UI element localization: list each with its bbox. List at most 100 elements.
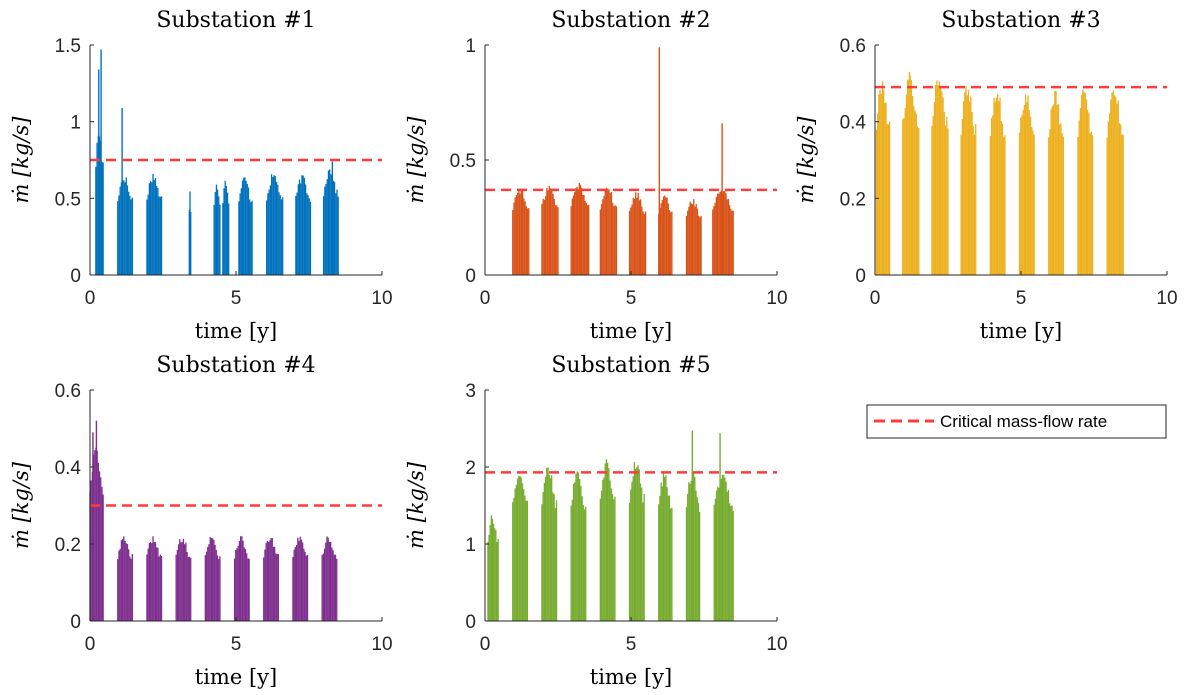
x-tick-label: 0: [480, 634, 491, 655]
y-axis-label: ṁ [kg/s]: [9, 116, 33, 204]
y-tick-label: 0.5: [55, 189, 81, 210]
subplot-title: Substation #5: [551, 353, 710, 378]
season-bar-group: [188, 191, 192, 275]
season-bar-group: [233, 536, 250, 621]
y-tick-label: 0: [465, 266, 476, 287]
season-bar-group: [175, 538, 192, 621]
y-axis-label: ṁ [kg/s]: [404, 461, 428, 549]
x-tick-label: 10: [766, 288, 787, 309]
y-tick-label: 0.4: [840, 113, 867, 134]
season-bar-group: [931, 80, 949, 275]
y-tick-label: 1: [465, 535, 476, 556]
x-tick-label: 5: [626, 288, 637, 309]
season-bar-group: [263, 537, 279, 621]
season-bar-group: [570, 183, 590, 275]
season-bar-group: [902, 75, 920, 275]
subplot-title: Substation #4: [156, 353, 315, 378]
season-bar-group: [238, 177, 253, 275]
season-bar-group: [117, 536, 133, 621]
season-bar-group: [875, 81, 891, 275]
season-bar-group: [292, 536, 309, 621]
y-tick-label: 1.5: [55, 36, 81, 57]
x-axis-label: time [y]: [195, 665, 277, 689]
season-bar-group: [713, 474, 734, 621]
y-tick-label: 1: [465, 36, 476, 57]
subplot-title: Substation #1: [156, 8, 315, 33]
y-axis-label: ṁ [kg/s]: [404, 116, 428, 204]
y-tick-label: 0.6: [840, 36, 866, 57]
y-tick-label: 0.2: [840, 189, 866, 210]
x-axis-label: time [y]: [980, 319, 1062, 343]
x-tick-label: 5: [626, 634, 637, 655]
season-bar-group: [487, 515, 499, 621]
x-axis-label: time [y]: [590, 319, 672, 343]
subplot-title: Substation #3: [941, 8, 1100, 33]
season-bar-group: [628, 462, 645, 621]
season-bar-group: [295, 175, 312, 275]
season-bar-group: [321, 536, 338, 621]
x-axis-label: time [y]: [590, 665, 672, 689]
legend: Critical mass-flow rate: [866, 404, 1167, 439]
y-tick-label: 0.6: [55, 381, 81, 402]
season-bar-group: [570, 471, 587, 621]
x-tick-label: 0: [480, 288, 491, 309]
x-tick-label: 0: [85, 634, 96, 655]
y-tick-label: 0: [465, 612, 476, 633]
season-bar-group: [204, 537, 221, 621]
y-tick-label: 0: [70, 612, 81, 633]
y-tick-label: 0: [70, 266, 81, 287]
x-tick-label: 5: [1016, 288, 1027, 309]
y-tick-label: 3: [465, 381, 476, 402]
x-tick-label: 10: [1156, 288, 1177, 309]
y-tick-label: 0: [855, 266, 866, 287]
season-bar-group: [1048, 91, 1064, 275]
x-axis-label: time [y]: [195, 319, 277, 343]
season-bar-group: [222, 180, 230, 275]
season-bar-group: [117, 177, 133, 275]
season-bar-group: [1077, 89, 1094, 275]
season-bar-group: [146, 536, 163, 621]
season-bar-group: [960, 85, 977, 275]
x-tick-label: 10: [766, 634, 787, 655]
y-axis-label: ṁ [kg/s]: [794, 116, 818, 204]
x-tick-label: 10: [371, 288, 392, 309]
subplot-5: Substation #5 0 1 2 3 0 5 10 time [y] ṁ [kg/s]: [404, 353, 788, 689]
season-bar-group: [599, 187, 618, 275]
y-axis-label: ṁ [kg/s]: [9, 461, 33, 549]
season-bar-group: [685, 199, 702, 275]
season-bar-group: [512, 475, 528, 621]
season-bar-group: [322, 169, 339, 275]
season-bar-group: [95, 135, 104, 275]
x-tick-label: 10: [371, 634, 392, 655]
x-tick-label: 0: [870, 288, 881, 309]
season-bar-group: [541, 467, 558, 621]
y-tick-label: 0.4: [55, 458, 82, 479]
season-bar-group: [1018, 94, 1035, 275]
y-tick-label: 0.5: [450, 151, 476, 172]
subplot-1: Substation #1 0 0.5 1 1.5 0 5 10 time [y] ṁ [kg/s…: [9, 8, 393, 343]
season-bar-group: [213, 184, 221, 275]
season-bar-group: [989, 93, 1006, 275]
x-tick-label: 5: [231, 634, 242, 655]
season-bar-group: [628, 192, 647, 275]
season-bar-group: [146, 173, 163, 275]
x-tick-label: 0: [85, 288, 96, 309]
y-tick-label: 2: [465, 458, 476, 479]
legend-label-critical-rate: Critical mass-flow rate: [940, 412, 1107, 431]
y-tick-label: 1: [70, 113, 81, 134]
season-bar-group: [512, 189, 530, 275]
season-bar-group: [658, 473, 673, 621]
season-bar-group: [599, 459, 616, 621]
season-bar-group: [685, 472, 701, 621]
y-tick-label: 0.2: [55, 535, 81, 556]
season-bar-group: [1106, 90, 1124, 275]
subplot-title: Substation #2: [551, 8, 710, 33]
season-bar-group: [266, 174, 284, 275]
subplot-3: Substation #3 0 0.2 0.4 0.6 0 5 10 time [y] ṁ [kg…: [794, 8, 1178, 343]
season-bar-group: [658, 195, 673, 275]
subplot-4: Substation #4 0 0.2 0.4 0.6 0 5 10 time [y] ṁ [kg…: [9, 353, 393, 689]
x-tick-label: 5: [231, 288, 242, 309]
